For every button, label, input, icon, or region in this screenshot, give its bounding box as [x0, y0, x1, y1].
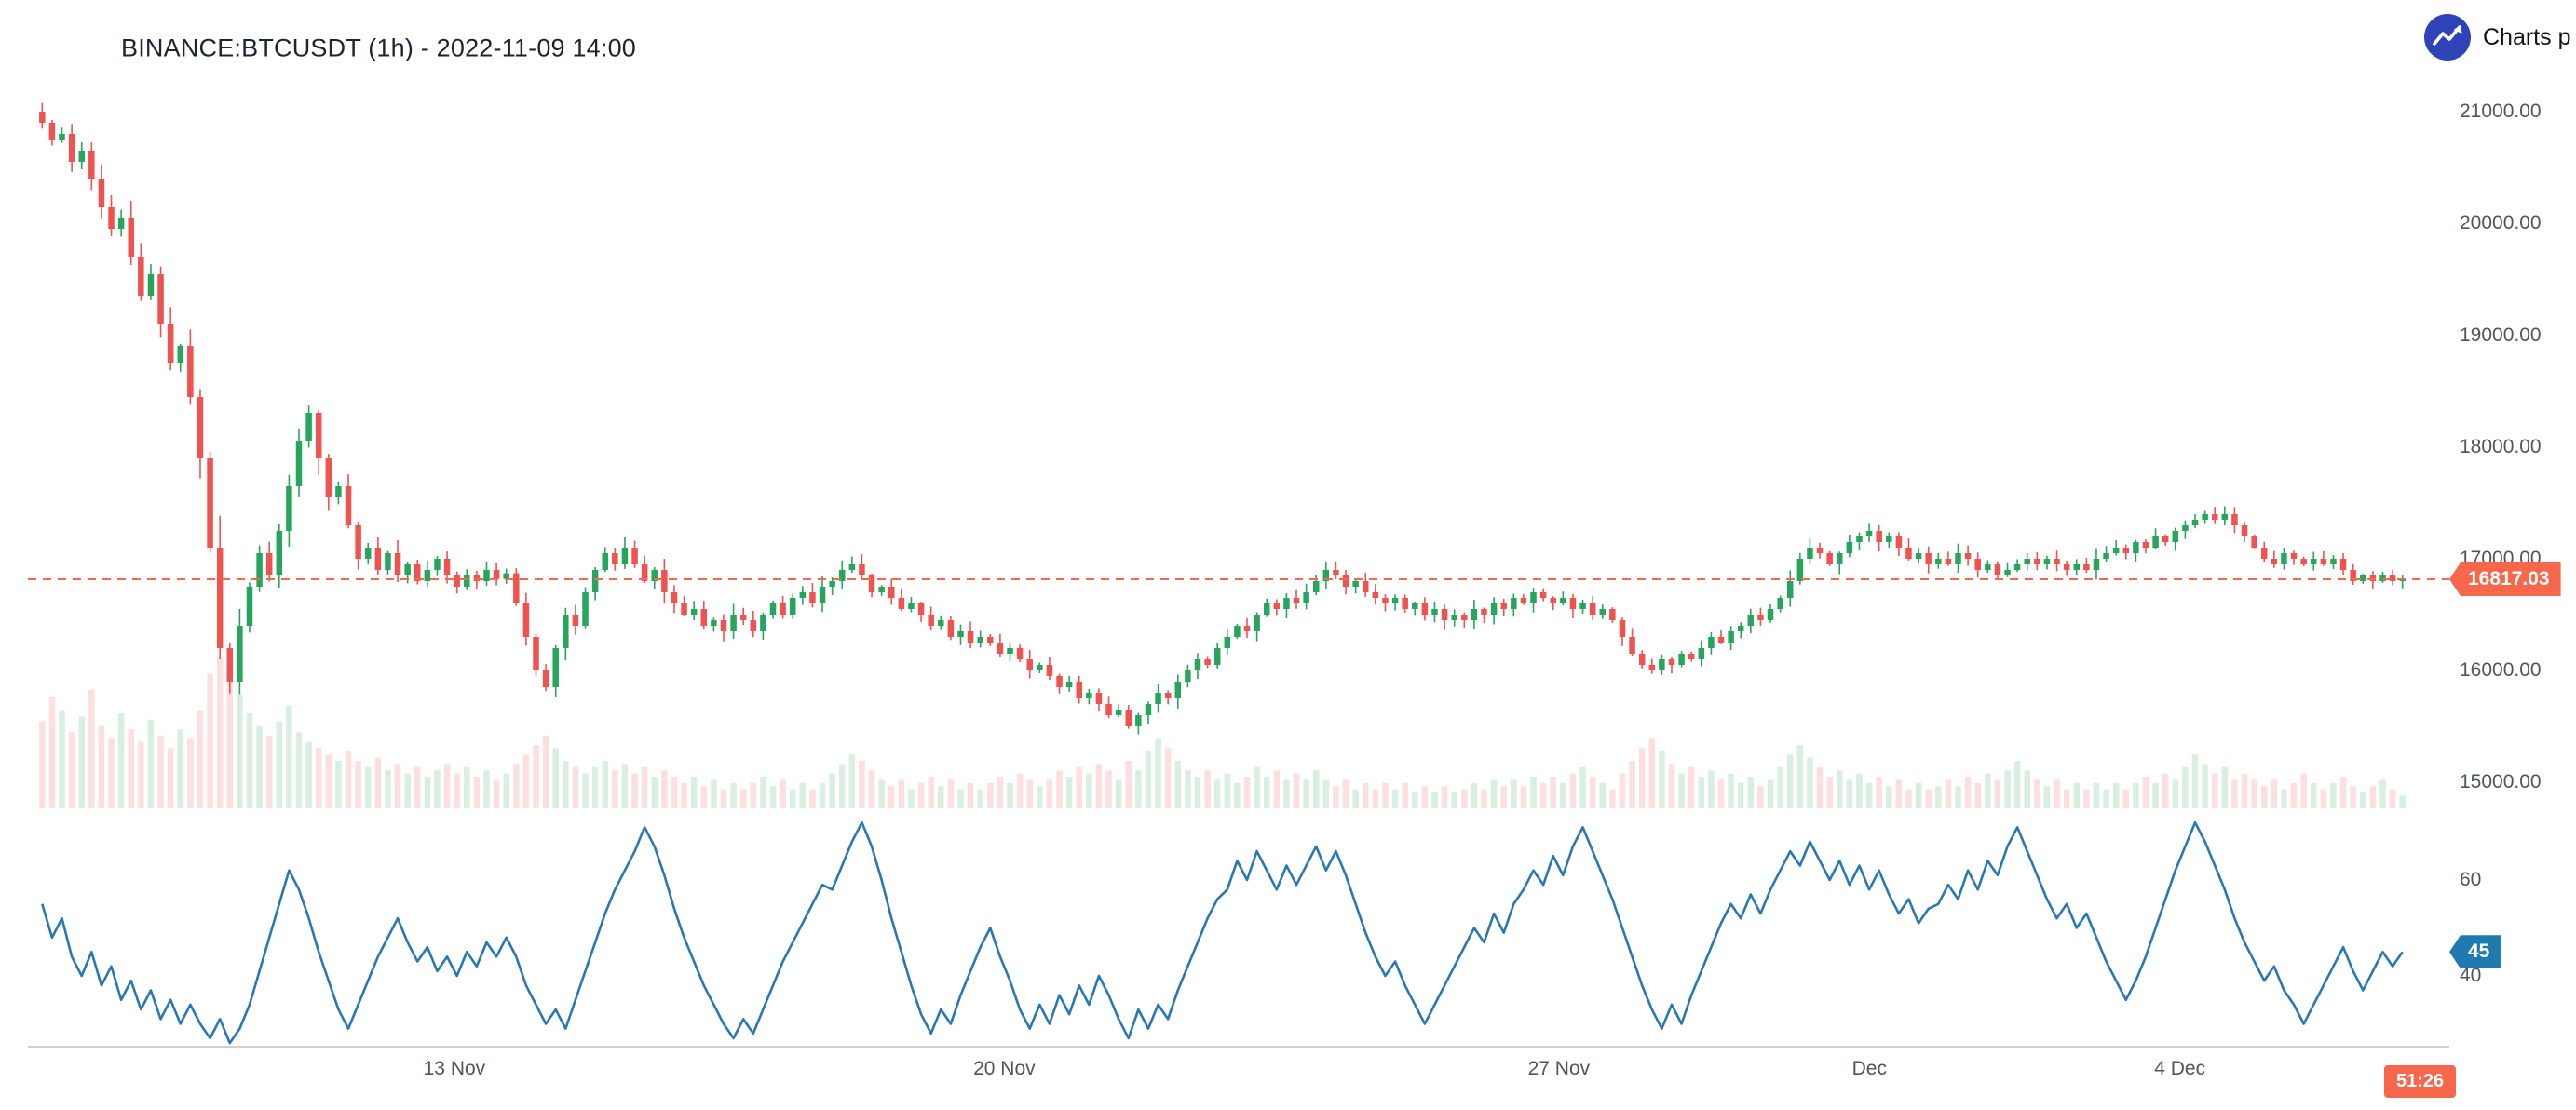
price-tick-label: 19000.00: [2460, 324, 2542, 345]
time-tick-label: 27 Nov: [1527, 1058, 1591, 1079]
price-tick-label: 21000.00: [2460, 101, 2542, 122]
price-tick-label: 15000.00: [2460, 771, 2542, 792]
bar-countdown-label: 51:26: [2384, 1065, 2457, 1098]
last-price-label: 16817.03: [2449, 562, 2561, 596]
price-axis[interactable]: 21000.00 20000.00 19000.00 18000.00 17000.00…: [2449, 0, 2576, 1047]
time-tick-label: 4 Dec: [2154, 1058, 2206, 1079]
indicator-tick-label: 40: [2460, 965, 2482, 986]
time-tick-label: Dec: [1851, 1058, 1887, 1079]
indicator-value-label: 45: [2449, 935, 2501, 969]
chart-title: BINANCE:BTCUSDT (1h) - 2022-11-09 14:00: [121, 34, 637, 62]
price-tick-label: 18000.00: [2460, 436, 2542, 457]
time-tick-label: 13 Nov: [423, 1058, 486, 1079]
candles: [39, 102, 2406, 735]
volume-bars: [39, 657, 2406, 808]
time-axis[interactable]: 13 Nov 20 Nov 27 Nov Dec 4 Dec: [0, 1047, 2576, 1110]
time-tick-label: 20 Nov: [973, 1058, 1036, 1079]
indicator-tick-label: 60: [2460, 869, 2482, 890]
charts-attribution-link[interactable]: Charts p: [2423, 11, 2570, 63]
price-tick-label: 16000.00: [2460, 659, 2542, 681]
price-tick-label: 20000.00: [2460, 212, 2542, 234]
rsi-line: [41, 820, 2404, 1045]
charts-attribution-text: Charts p: [2483, 23, 2571, 50]
trend-line-icon: [2424, 14, 2471, 61]
